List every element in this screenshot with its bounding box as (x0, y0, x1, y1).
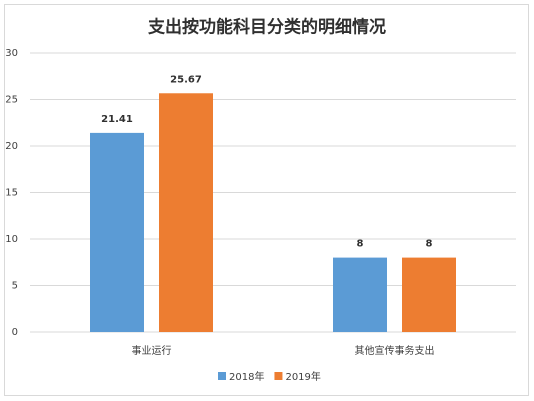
y-tick-label: 5 (12, 281, 18, 292)
data-label: 21.41 (101, 114, 133, 125)
y-tick-label: 20 (5, 141, 18, 152)
y-tick-label: 30 (5, 48, 18, 59)
legend-label: 2019年 (285, 370, 320, 383)
data-label: 8 (357, 239, 364, 250)
data-label: 8 (426, 239, 433, 250)
legend-label: 2018年 (229, 370, 264, 383)
legend-swatch (218, 372, 226, 380)
y-tick-label: 10 (5, 234, 18, 245)
chart-border (4, 4, 529, 396)
x-tick-label: 其他宣传事务支出 (355, 344, 435, 357)
y-tick-label: 25 (5, 95, 18, 106)
bar (90, 132, 144, 332)
y-tick-label: 15 (5, 188, 18, 199)
data-label: 25.67 (170, 74, 202, 85)
legend-swatch (274, 372, 283, 380)
y-tick-label: 0 (12, 327, 18, 338)
x-tick-label: 事业运行 (132, 344, 172, 357)
bar (333, 257, 387, 332)
chart-title: 支出按功能科目分类的明细情况 (148, 17, 386, 38)
bar (402, 257, 456, 332)
bar (159, 93, 213, 332)
